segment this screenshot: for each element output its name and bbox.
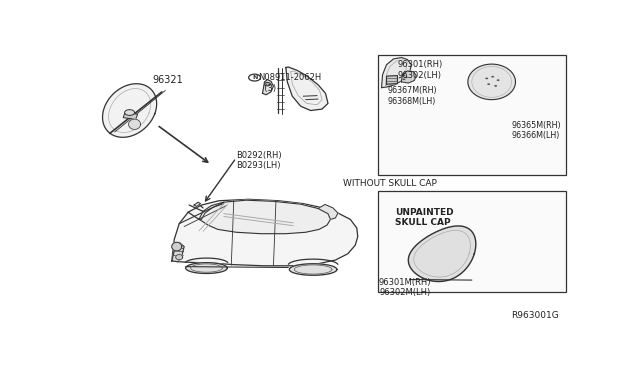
Circle shape: [403, 78, 405, 80]
Text: 96301M(RH)
96302M(LH): 96301M(RH) 96302M(LH): [379, 278, 431, 298]
Polygon shape: [176, 254, 182, 260]
Circle shape: [125, 110, 134, 115]
Polygon shape: [172, 242, 184, 262]
Circle shape: [248, 74, 260, 81]
Circle shape: [485, 78, 488, 79]
Bar: [123, 113, 138, 119]
Circle shape: [491, 76, 494, 78]
Polygon shape: [194, 202, 200, 206]
Polygon shape: [401, 71, 416, 83]
Text: N: N: [252, 75, 257, 80]
Text: 96365M(RH)
96366M(LH): 96365M(RH) 96366M(LH): [511, 121, 561, 140]
Polygon shape: [289, 264, 337, 275]
Text: UNPAINTED
SKULL CAP: UNPAINTED SKULL CAP: [395, 208, 454, 227]
Text: 96367M(RH)
96368M(LH): 96367M(RH) 96368M(LH): [388, 87, 437, 106]
Polygon shape: [468, 64, 515, 100]
Circle shape: [264, 83, 271, 86]
Polygon shape: [172, 199, 358, 266]
Circle shape: [497, 79, 500, 81]
Polygon shape: [129, 119, 141, 129]
Polygon shape: [102, 84, 157, 137]
Text: 96321: 96321: [152, 76, 182, 86]
Polygon shape: [172, 242, 182, 251]
Text: R963001G: R963001G: [511, 311, 559, 320]
Circle shape: [405, 76, 408, 78]
Polygon shape: [186, 263, 227, 273]
Text: 96301(RH)
96302(LH): 96301(RH) 96302(LH): [397, 60, 443, 80]
Circle shape: [494, 85, 497, 87]
Bar: [378, 191, 566, 292]
Polygon shape: [199, 200, 330, 234]
Circle shape: [487, 83, 490, 85]
Bar: [378, 55, 566, 175]
Polygon shape: [286, 67, 328, 110]
Polygon shape: [318, 205, 338, 219]
Polygon shape: [199, 202, 224, 219]
Text: WITHOUT SKULL CAP: WITHOUT SKULL CAP: [343, 179, 436, 188]
Polygon shape: [408, 226, 476, 282]
Text: N08911-2062H
  (3): N08911-2062H (3): [259, 73, 322, 93]
Polygon shape: [381, 58, 412, 87]
Circle shape: [403, 74, 405, 76]
Text: B0292(RH)
B0293(LH): B0292(RH) B0293(LH): [236, 151, 282, 170]
Polygon shape: [387, 76, 397, 84]
Polygon shape: [262, 80, 273, 95]
